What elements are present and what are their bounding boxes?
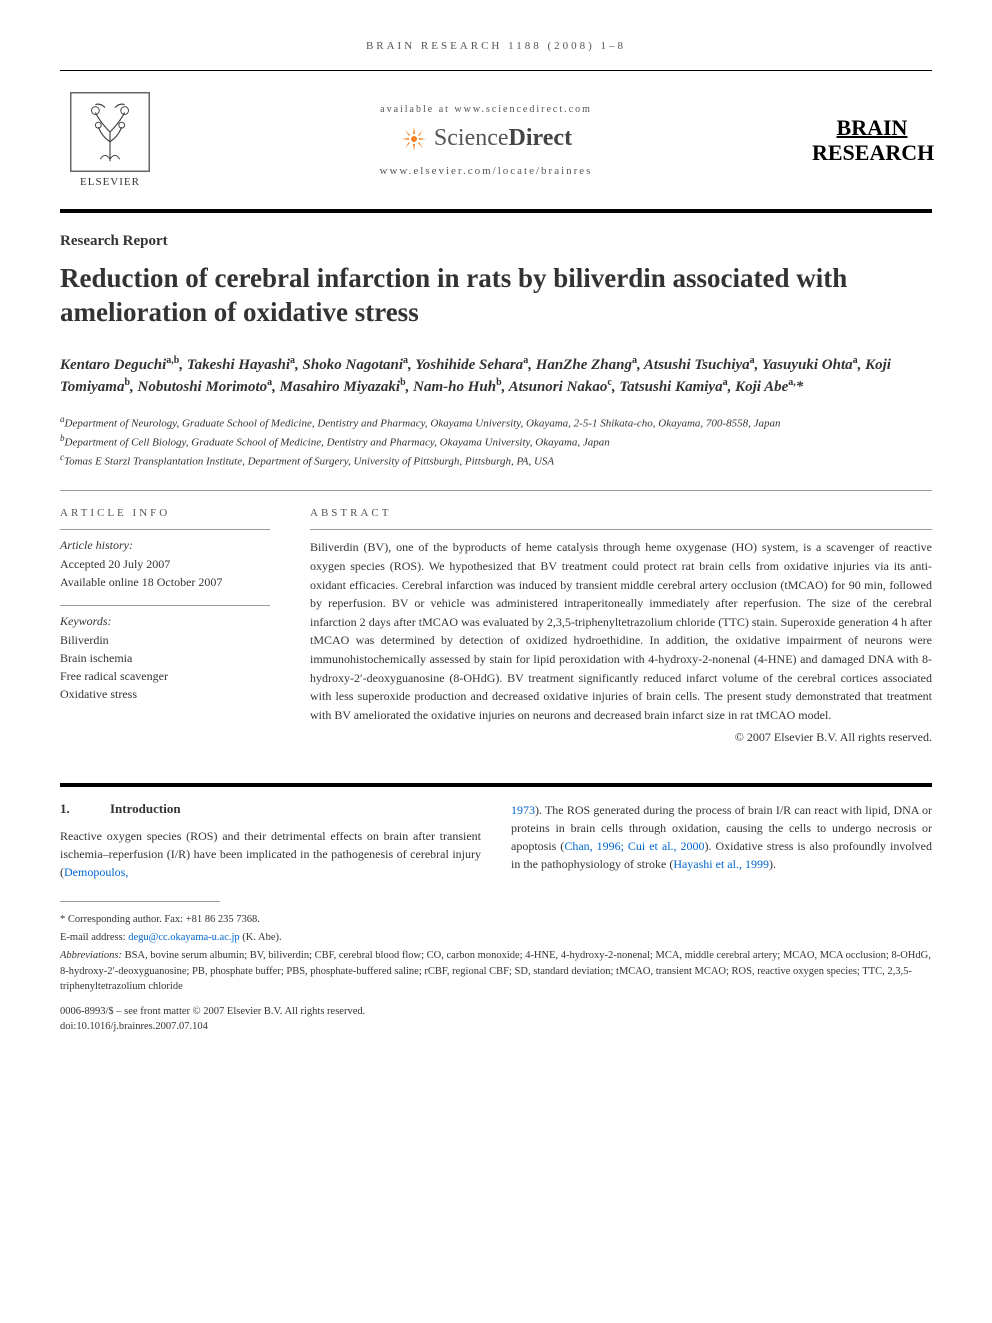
article-info-column: ARTICLE INFO Article history: Accepted 2… [60,507,270,759]
sciencedirect-burst-icon [400,125,428,153]
keywords-label: Keywords: [60,614,270,629]
article-history-block: Article history: Accepted 20 July 2007 A… [60,529,270,591]
doi-line: doi:10.1016/j.brainres.2007.07.104 [60,1020,932,1035]
sciencedirect-logo: ScienceDirect [160,125,812,153]
introduction-section: 1.Introduction Reactive oxygen species (… [60,783,932,881]
intro-text-left: Reactive oxygen species (ROS) and their … [60,827,481,881]
history-label: Article history: [60,538,270,553]
intro-heading: 1.Introduction [60,801,481,817]
elsevier-label: ELSEVIER [80,176,140,188]
journal-name-line1: BRAIN [837,115,908,140]
abstract-column: ABSTRACT Biliverdin (BV), one of the byp… [310,507,932,759]
elsevier-tree-icon [70,92,150,172]
abbreviations-label: Abbreviations: [60,950,122,961]
affiliations: aDepartment of Neurology, Graduate Schoo… [60,413,932,470]
abstract-text: Biliverdin (BV), one of the byproducts o… [310,538,932,724]
article-info-heading: ARTICLE INFO [60,507,270,519]
citation-link[interactable]: Chan, 1996; Cui et al., 2000 [564,839,704,853]
journal-logo: BRAIN RESEARCH [812,115,932,166]
journal-url[interactable]: www.elsevier.com/locate/brainres [160,165,812,177]
email-link[interactable]: degu@cc.okayama-u.ac.jp [128,932,239,943]
article-section-label: Research Report [60,233,932,250]
abstract-copyright: © 2007 Elsevier B.V. All rights reserved… [310,730,932,745]
article-title: Reduction of cerebral infarction in rats… [60,262,932,330]
intro-left-column: 1.Introduction Reactive oxygen species (… [60,801,481,881]
history-online: Available online 18 October 2007 [60,573,270,591]
sciencedirect-block: available at www.sciencedirect.com Scien… [160,104,812,177]
info-abstract-row: ARTICLE INFO Article history: Accepted 2… [60,507,932,759]
citation-link[interactable]: Demopoulos, [64,865,128,879]
email-author: (K. Abe). [242,932,281,943]
authors-list: Kentaro Deguchia,b, Takeshi Hayashia, Sh… [60,354,932,400]
available-at: available at www.sciencedirect.com [160,104,812,115]
keyword: Biliverdin [60,631,270,649]
elsevier-logo: ELSEVIER [60,85,160,195]
footnotes: * Corresponding author. Fax: +81 86 235 … [60,912,932,995]
keyword: Brain ischemia [60,649,270,667]
citation-link[interactable]: 1973 [511,803,535,817]
sciencedirect-wordmark: ScienceDirect [434,125,572,152]
divider [60,490,932,491]
intro-right-column: 1973). The ROS generated during the proc… [511,801,932,881]
corresponding-fax: Fax: +81 86 235 7368. [164,914,259,925]
keyword: Oxidative stress [60,685,270,703]
front-matter-line: 0006-8993/$ – see front matter © 2007 El… [60,1005,932,1020]
affiliation-line: cTomas E Starzl Transplantation Institut… [60,451,932,470]
journal-name-line2: RESEARCH [812,140,934,165]
history-accepted: Accepted 20 July 2007 [60,555,270,573]
email-label: E-mail address: [60,932,126,943]
keyword: Free radical scavenger [60,667,270,685]
keywords-block: Keywords: BiliverdinBrain ischemiaFree r… [60,605,270,703]
affiliation-line: bDepartment of Cell Biology, Graduate Sc… [60,432,932,451]
header-banner: ELSEVIER available at www.sciencedirect.… [60,70,932,213]
abstract-heading: ABSTRACT [310,507,932,519]
abbreviations-text: BSA, bovine serum albumin; BV, biliverdi… [60,950,931,993]
citation-link[interactable]: Hayashi et al., 1999 [673,857,769,871]
intro-text-right: 1973). The ROS generated during the proc… [511,801,932,873]
affiliation-line: aDepartment of Neurology, Graduate Schoo… [60,413,932,432]
footnote-divider [60,901,220,902]
running-head: BRAIN RESEARCH 1188 (2008) 1–8 [60,40,932,52]
corresponding-label: * Corresponding author. [60,914,162,925]
doi-block: 0006-8993/$ – see front matter © 2007 El… [60,1005,932,1034]
